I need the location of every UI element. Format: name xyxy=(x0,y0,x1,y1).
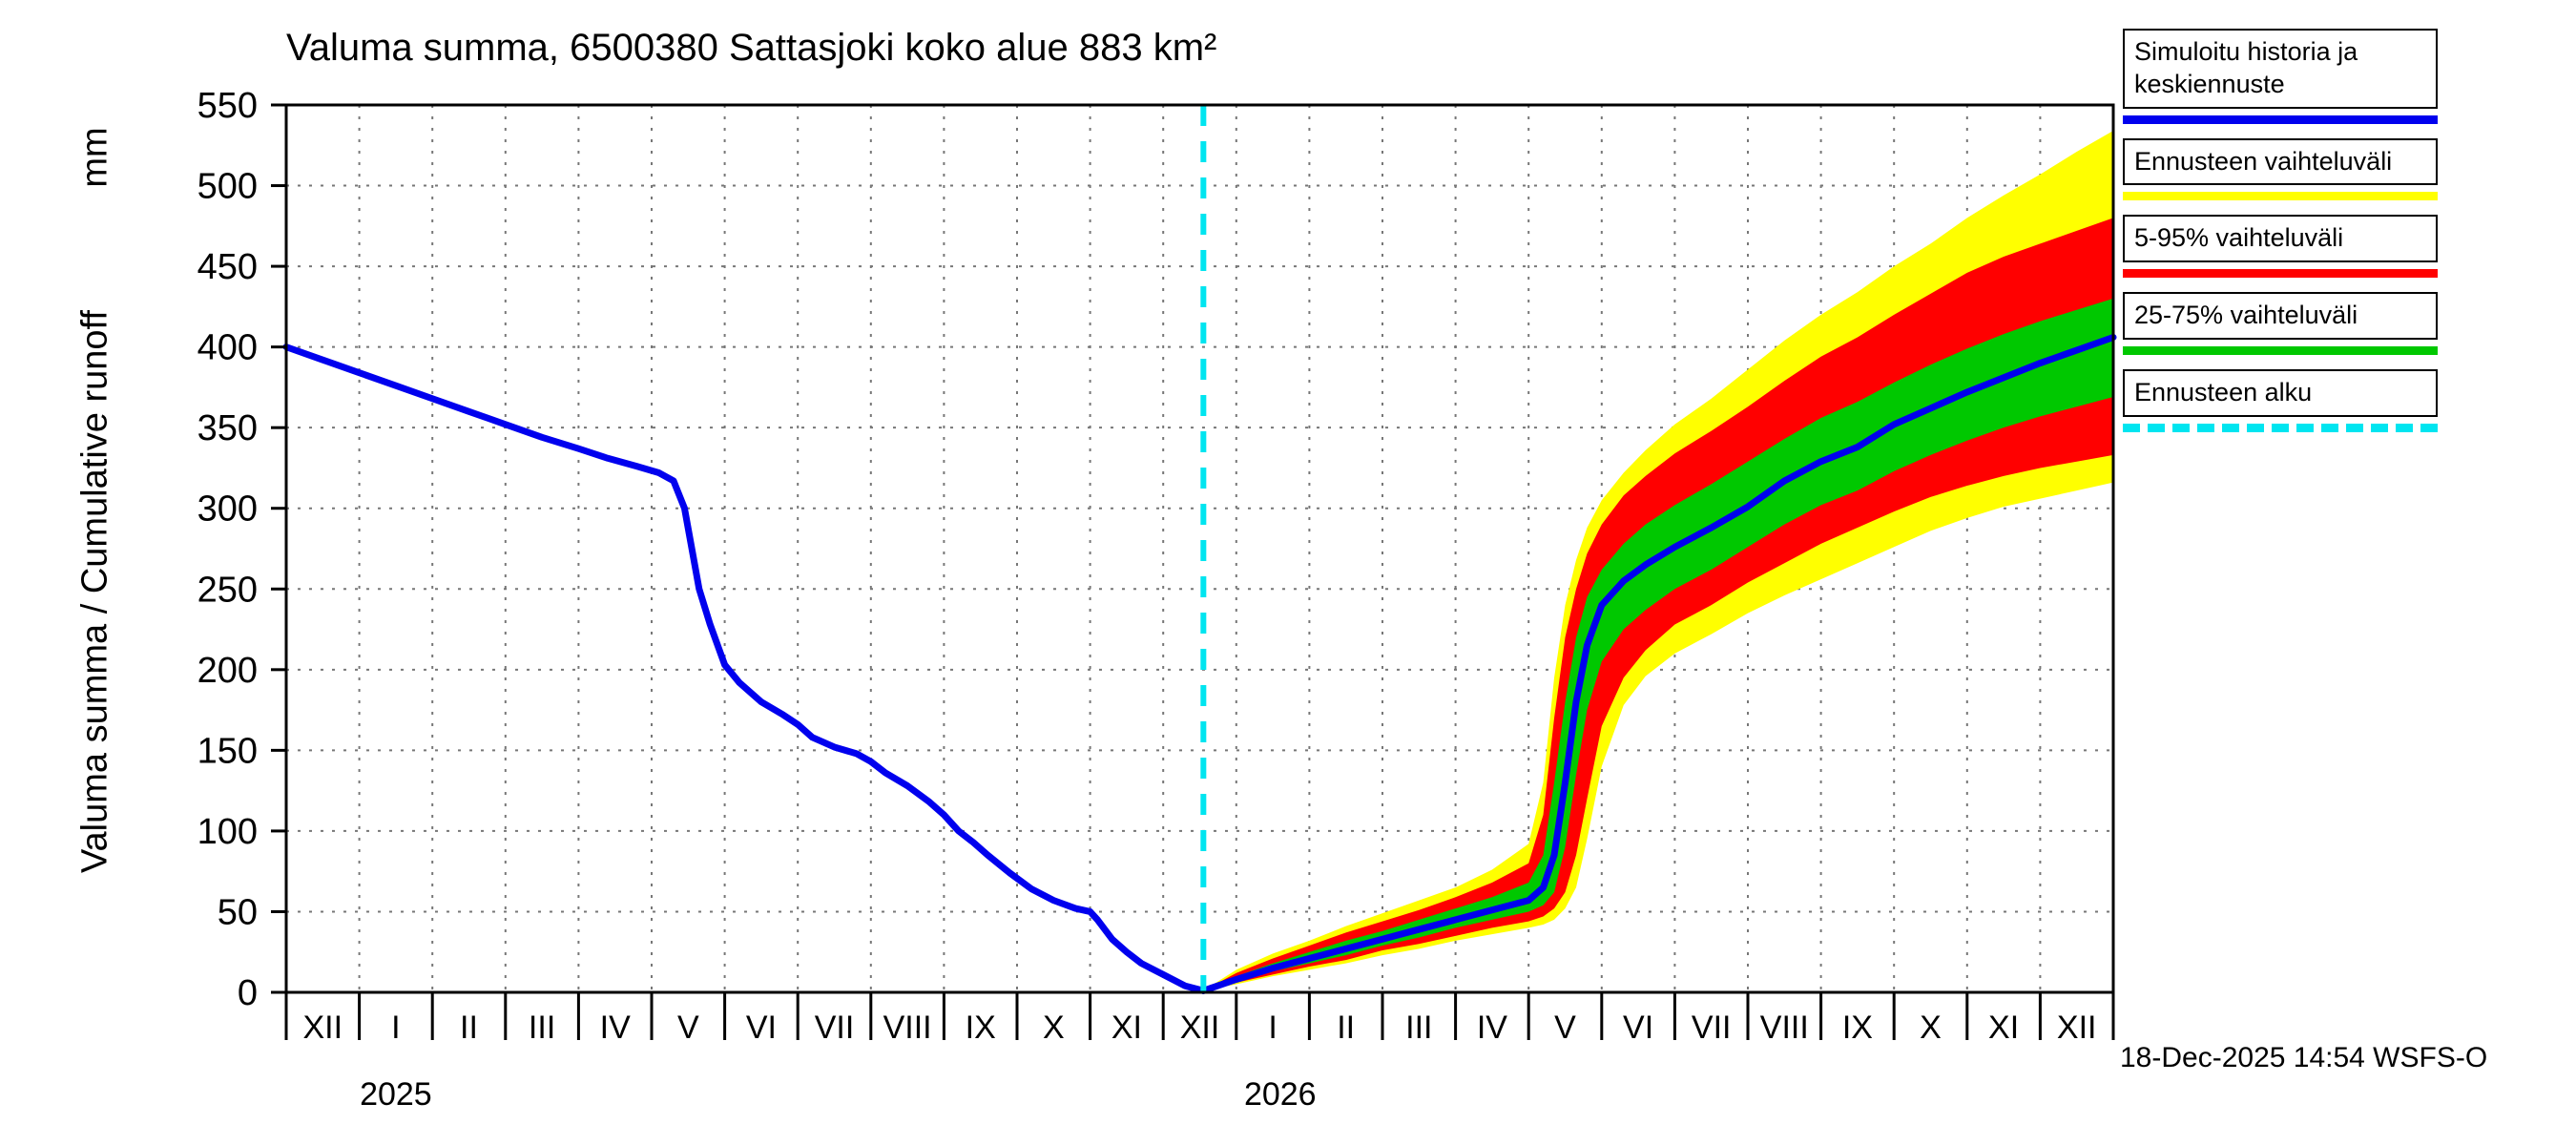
svg-text:VI: VI xyxy=(746,1010,777,1046)
y-axis-unit-label: mm xyxy=(74,127,115,188)
svg-text:250: 250 xyxy=(197,570,258,610)
svg-text:IX: IX xyxy=(1842,1010,1873,1046)
legend-entry-forecast-start: Ennusteen alku xyxy=(2123,368,2438,432)
legend-entry-5-95-range: 5-95% vaihteluväli xyxy=(2123,215,2438,278)
legend-label: 25-75% vaihteluväli xyxy=(2123,292,2438,340)
svg-text:300: 300 xyxy=(197,489,258,530)
svg-text:2025: 2025 xyxy=(360,1076,432,1113)
svg-text:VII: VII xyxy=(815,1010,855,1046)
legend-entry-25-75-range: 25-75% vaihteluväli xyxy=(2123,292,2438,355)
svg-text:XI: XI xyxy=(1111,1010,1142,1046)
svg-text:XII: XII xyxy=(303,1010,343,1046)
svg-text:IV: IV xyxy=(600,1010,631,1046)
svg-text:VI: VI xyxy=(1623,1010,1653,1046)
svg-text:VIII: VIII xyxy=(1760,1010,1809,1046)
svg-text:III: III xyxy=(529,1010,555,1046)
svg-text:200: 200 xyxy=(197,651,258,691)
legend-label: 5-95% vaihteluväli xyxy=(2123,215,2438,262)
svg-text:550: 550 xyxy=(197,86,258,126)
svg-text:450: 450 xyxy=(197,247,258,287)
y-axis-label: Valuma summa / Cumulative runoff xyxy=(74,310,115,873)
svg-text:IV: IV xyxy=(1477,1010,1507,1046)
svg-text:I: I xyxy=(391,1010,400,1046)
svg-text:350: 350 xyxy=(197,408,258,448)
svg-text:100: 100 xyxy=(197,812,258,852)
svg-text:VII: VII xyxy=(1692,1010,1732,1046)
svg-text:II: II xyxy=(1337,1010,1355,1046)
legend-line-sample-blue xyxy=(2123,114,2438,124)
svg-text:500: 500 xyxy=(197,167,258,207)
legend-line-sample-green xyxy=(2123,345,2438,355)
svg-text:I: I xyxy=(1268,1010,1277,1046)
chart-title: Valuma summa, 6500380 Sattasjoki koko al… xyxy=(286,27,1217,69)
svg-text:II: II xyxy=(460,1010,478,1046)
svg-text:50: 50 xyxy=(218,892,258,932)
svg-text:III: III xyxy=(1405,1010,1432,1046)
timestamp-watermark: 18-Dec-2025 14:54 WSFS-O xyxy=(2120,1042,2488,1073)
legend-entry-forecast-range: Ennusteen vaihteluväli xyxy=(2123,137,2438,201)
legend-entry-simulated-history: Simuloitu historia ja keskiennuste xyxy=(2123,29,2438,124)
svg-text:XII: XII xyxy=(1180,1010,1220,1046)
svg-text:150: 150 xyxy=(197,731,258,771)
svg-text:V: V xyxy=(1554,1010,1576,1046)
svg-text:V: V xyxy=(677,1010,699,1046)
legend-label: Ennusteen alku xyxy=(2123,368,2438,417)
legend-label: Simuloitu historia ja keskiennuste xyxy=(2123,29,2438,109)
svg-text:XII: XII xyxy=(2057,1010,2097,1046)
legend-line-sample-cyan-dashed xyxy=(2123,423,2438,432)
svg-text:400: 400 xyxy=(197,328,258,368)
svg-text:IX: IX xyxy=(966,1010,996,1046)
svg-text:0: 0 xyxy=(238,973,258,1013)
svg-text:X: X xyxy=(1043,1010,1065,1046)
legend-line-sample-yellow xyxy=(2123,192,2438,201)
legend-label: Ennusteen vaihteluväli xyxy=(2123,137,2438,186)
legend-line-sample-red xyxy=(2123,269,2438,278)
svg-text:2026: 2026 xyxy=(1244,1076,1317,1113)
chart-legend: Simuloitu historia ja keskiennuste Ennus… xyxy=(2123,29,2438,447)
svg-text:X: X xyxy=(1920,1010,1942,1046)
svg-text:XI: XI xyxy=(1988,1010,2019,1046)
svg-text:VIII: VIII xyxy=(883,1010,932,1046)
